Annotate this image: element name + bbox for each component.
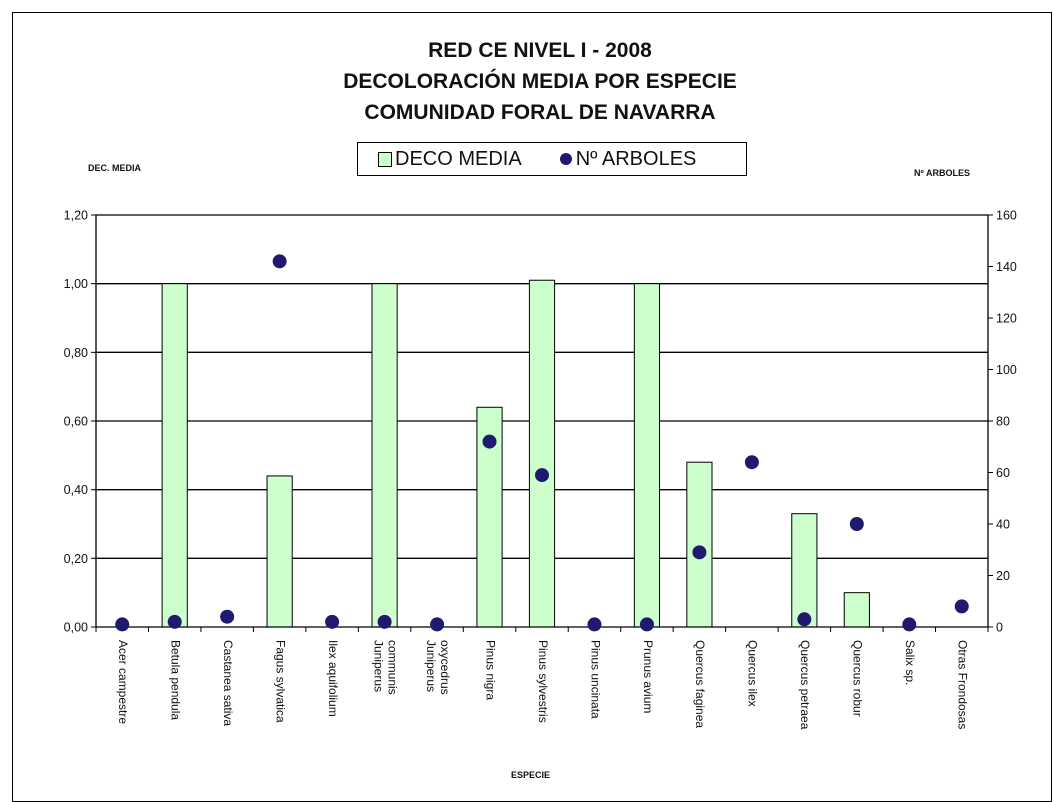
right-tick-label: 160 [996,209,1017,223]
point-n-arboles [902,617,917,632]
point-n-arboles [272,254,287,269]
x-axis-title: ESPECIE [511,770,551,780]
right-tick-label: 140 [996,260,1017,274]
title-line-1: RED CE NIVEL I - 2008 [428,39,652,62]
point-n-arboles [744,455,759,470]
legend-bar-label: DECO MEDIA [395,147,522,170]
point-n-arboles [325,614,340,629]
point-n-arboles [692,545,707,560]
x-category-label: Pinus nigra [483,640,497,700]
point-n-arboles [430,617,445,632]
title-line-3: COMUNIDAD FORAL DE NAVARRA [364,101,716,124]
left-tick-label: 0,80 [64,346,88,360]
right-tick-label: 120 [996,312,1017,326]
x-category-label: Acer campestre [116,640,130,724]
left-tick-label: 0,20 [64,552,88,566]
bar [843,592,870,628]
x-category-label: Salix sp. [903,640,917,685]
point-n-arboles [797,612,812,627]
point-n-arboles [220,609,235,624]
x-category-label: Betula pendula [169,640,183,720]
x-category-label: oxycedrus [438,640,452,695]
x-category-label: Quercus robur [851,640,865,717]
point-n-arboles [849,517,864,531]
right-tick-label: 60 [996,466,1010,480]
legend-item-n-arboles: Nº ARBOLES [522,147,697,171]
point-n-arboles [377,614,392,629]
x-category-label: Castanea sativa [221,640,235,726]
legend-dot-label: Nº ARBOLES [575,147,697,170]
right-tick-label: 80 [996,415,1010,429]
x-category-label: Prunus avium [641,640,655,713]
x-category-label: Quercus ilex [746,640,760,707]
point-n-arboles [115,617,130,632]
x-category-label: Quercus petraea [798,640,812,730]
point-n-arboles [587,617,602,632]
bar [686,461,713,628]
x-category-label: Juniperus [424,640,438,692]
legend-dot-swatch [559,153,572,165]
x-category-label: Ilex aquifolium [326,640,340,717]
bar [633,283,661,628]
point-n-arboles [482,434,497,449]
chart-title: RED CE NIVEL I - 2008 DECOLORACIÓN MEDIA… [0,35,1054,128]
right-tick-label: 20 [996,569,1010,583]
legend-item-deco-media: DECO MEDIA [358,148,522,171]
right-tick-label: 100 [996,363,1017,377]
left-tick-label: 0,00 [64,621,88,635]
point-n-arboles [639,617,654,632]
bar [791,513,818,628]
point-n-arboles [167,614,182,629]
point-n-arboles [535,468,549,483]
left-tick-label: 0,60 [64,415,88,429]
bar [161,283,188,628]
x-category-label: Pinus uncinata [588,640,602,719]
title-line-2: DECOLORACIÓN MEDIA POR ESPECIE [343,70,737,93]
legend-bar-swatch [378,151,392,167]
x-category-label: Juniperus [371,640,385,692]
left-tick-label: 0,40 [64,483,88,497]
right-tick-label: 40 [996,518,1010,532]
left-axis-title: DEC. MEDIA [88,163,142,173]
bar [528,279,556,628]
left-tick-label: 1,00 [64,277,88,291]
x-category-label: communis [385,640,399,695]
x-category-label: Quercus faginea [693,640,707,728]
point-n-arboles [954,599,969,614]
chart-legend: DECO MEDIA Nº ARBOLES [357,142,747,176]
x-category-label: Otras Frondosas [956,640,970,729]
x-category-label: Fagus sylvatica [273,640,287,723]
bar [266,475,293,628]
bar [371,283,398,628]
x-category-label: Pinus sylvestris [536,640,550,723]
left-tick-label: 1,20 [64,209,88,223]
right-axis-title: Nº ARBOLES [914,168,970,178]
right-tick-label: 0 [996,621,1003,635]
